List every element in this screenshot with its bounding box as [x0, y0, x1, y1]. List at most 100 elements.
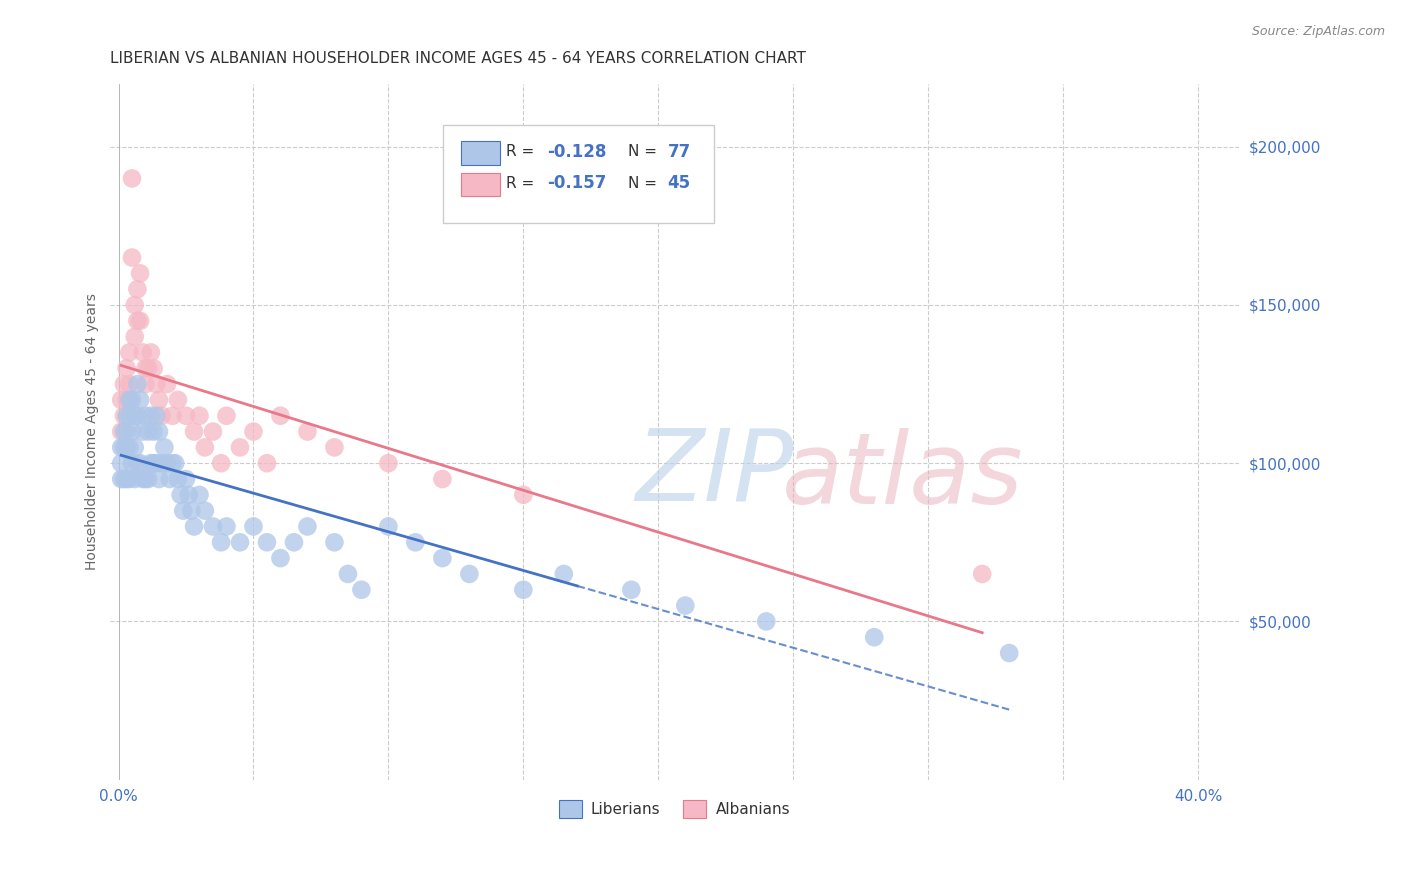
Point — [118, 377, 141, 392]
Point — [132, 345, 155, 359]
Point — [323, 535, 346, 549]
Point — [115, 409, 138, 423]
Point — [156, 456, 179, 470]
Point — [115, 361, 138, 376]
Point — [110, 392, 132, 407]
Legend: Liberians, Albanians: Liberians, Albanians — [553, 794, 796, 824]
Point — [553, 566, 575, 581]
Point — [201, 519, 224, 533]
Point — [209, 535, 232, 549]
Point — [167, 472, 190, 486]
Text: Source: ZipAtlas.com: Source: ZipAtlas.com — [1251, 25, 1385, 38]
Point — [183, 425, 205, 439]
Text: N =: N = — [628, 176, 662, 191]
Point — [139, 456, 162, 470]
Point — [139, 409, 162, 423]
Point — [145, 377, 167, 392]
Point — [115, 392, 138, 407]
Text: LIBERIAN VS ALBANIAN HOUSEHOLDER INCOME AGES 45 - 64 YEARS CORRELATION CHART: LIBERIAN VS ALBANIAN HOUSEHOLDER INCOME … — [111, 51, 806, 66]
Point — [242, 425, 264, 439]
Y-axis label: Householder Income Ages 45 - 64 years: Householder Income Ages 45 - 64 years — [86, 293, 100, 570]
Text: -0.157: -0.157 — [547, 174, 606, 192]
Point — [153, 441, 176, 455]
Point — [129, 266, 152, 280]
Point — [156, 377, 179, 392]
Text: atlas: atlas — [782, 428, 1024, 525]
Point — [118, 472, 141, 486]
Point — [127, 456, 149, 470]
Point — [215, 409, 238, 423]
Point — [180, 503, 202, 517]
Point — [121, 171, 143, 186]
Point — [129, 392, 152, 407]
Point — [110, 456, 132, 470]
Point — [136, 472, 159, 486]
Point — [124, 409, 146, 423]
Point — [998, 646, 1021, 660]
Point — [150, 409, 173, 423]
Point — [512, 488, 534, 502]
Point — [194, 503, 217, 517]
Point — [512, 582, 534, 597]
FancyBboxPatch shape — [461, 173, 499, 196]
Point — [297, 425, 319, 439]
Point — [432, 472, 454, 486]
Point — [256, 456, 278, 470]
Point — [432, 551, 454, 566]
Point — [118, 409, 141, 423]
Point — [188, 488, 211, 502]
Point — [112, 425, 135, 439]
Point — [142, 456, 165, 470]
FancyBboxPatch shape — [443, 125, 714, 223]
Point — [229, 441, 252, 455]
Point — [148, 472, 170, 486]
Point — [112, 441, 135, 455]
Point — [377, 519, 399, 533]
Point — [159, 472, 181, 486]
Point — [172, 503, 194, 517]
Text: R =: R = — [506, 145, 540, 160]
Point — [209, 456, 232, 470]
Point — [256, 535, 278, 549]
Point — [283, 535, 305, 549]
Point — [620, 582, 643, 597]
Point — [165, 456, 187, 470]
Point — [972, 566, 994, 581]
Point — [124, 472, 146, 486]
Point — [148, 392, 170, 407]
Point — [458, 566, 481, 581]
Point — [112, 472, 135, 486]
Point — [134, 361, 156, 376]
Point — [148, 425, 170, 439]
Point — [183, 519, 205, 533]
Point — [350, 582, 373, 597]
Point — [127, 377, 149, 392]
Point — [142, 425, 165, 439]
Point — [323, 441, 346, 455]
Point — [121, 425, 143, 439]
Point — [115, 441, 138, 455]
Point — [174, 409, 197, 423]
Point — [145, 409, 167, 423]
Point — [121, 392, 143, 407]
Point — [142, 361, 165, 376]
Point — [112, 409, 135, 423]
Point — [162, 409, 184, 423]
Point — [242, 519, 264, 533]
Point — [177, 488, 200, 502]
Point — [118, 441, 141, 455]
Point — [121, 251, 143, 265]
Text: -0.128: -0.128 — [547, 143, 606, 161]
Point — [115, 425, 138, 439]
Point — [755, 615, 778, 629]
Text: N =: N = — [628, 145, 662, 160]
Point — [112, 377, 135, 392]
Point — [377, 456, 399, 470]
Point — [136, 361, 159, 376]
Point — [124, 329, 146, 343]
Point — [673, 599, 696, 613]
Point — [174, 472, 197, 486]
Point — [127, 409, 149, 423]
Point — [194, 441, 217, 455]
Point — [134, 377, 156, 392]
